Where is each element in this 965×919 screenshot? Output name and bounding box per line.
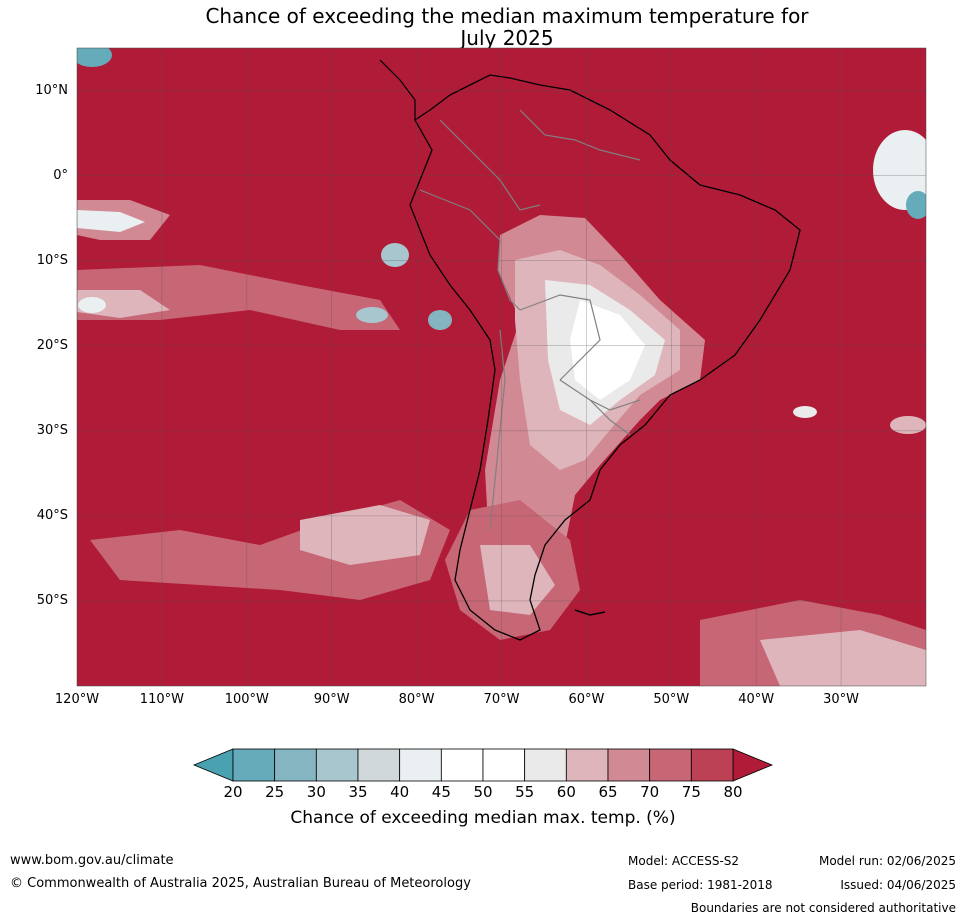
field-band-south-atlantic-inner	[760, 630, 926, 686]
border-bolivia	[519, 294, 601, 381]
colorbar-tick-label: 70	[640, 783, 660, 801]
colorbar-segment	[524, 748, 567, 782]
colorbar-tick-label: 50	[473, 783, 493, 801]
field-spot-pacific	[356, 307, 388, 323]
border-argentina-brazil	[589, 399, 631, 436]
website-link[interactable]: www.bom.gov.au/climate	[10, 853, 174, 868]
longitude-label: 40°W	[738, 692, 775, 707]
field-spot-east-2	[793, 406, 817, 418]
colorbar-segment	[649, 748, 692, 782]
colorbar-tick-label: 40	[390, 783, 410, 801]
latitude-label: 10°N	[35, 82, 68, 98]
border-ecuador	[419, 189, 471, 211]
longitude-label: 110°W	[139, 692, 184, 707]
field-spot-peru-offshore	[428, 310, 452, 330]
field-band-patagonia-inner	[480, 545, 555, 615]
field-band-eq-pacific-inner	[77, 210, 145, 232]
model-run-date: Model run: 02/06/2025	[818, 854, 956, 868]
map-title-line-2: July 2025	[460, 26, 554, 50]
longitude-label: 30°W	[823, 692, 860, 707]
border-colombia	[439, 119, 541, 211]
field-spot-galapagos	[381, 243, 409, 267]
colorbar-tick-label: 60	[556, 783, 576, 801]
boundaries-disclaimer: Boundaries are not considered authoritat…	[690, 901, 956, 915]
base-period: Base period: 1981-2018	[628, 878, 773, 892]
colorbar	[192, 748, 774, 782]
field-band-50	[570, 300, 645, 400]
central-america-coastline	[379, 59, 416, 120]
colorbar-segment	[399, 748, 442, 782]
colorbar-tick-label: 30	[306, 783, 326, 801]
colorbar-segment	[565, 748, 609, 782]
field-spot-ne-core	[906, 191, 926, 219]
latitude-label: 30°S	[36, 422, 68, 438]
colorbar-segment	[440, 748, 484, 782]
field-band-subtropical-pacific	[77, 265, 400, 330]
colorbar-label: Chance of exceeding median max. temp. (%…	[290, 808, 676, 828]
colorbar-tick-label: 35	[348, 783, 368, 801]
latitude-label: 40°S	[36, 507, 68, 523]
field-band-south-pacific-inner	[300, 505, 430, 565]
colorbar-over-arrow	[732, 748, 774, 782]
longitude-label: 120°W	[54, 692, 100, 707]
latitude-label: 10°S	[36, 252, 68, 268]
border-paraguay	[559, 379, 641, 411]
copyright-text: © Commonwealth of Australia 2025, Austra…	[10, 876, 471, 891]
colorbar-tick-label: 80	[723, 783, 743, 801]
field-spot-ne	[873, 130, 926, 210]
colorbar-segment	[607, 748, 651, 782]
colorbar-tick-label: 20	[223, 783, 243, 801]
south-america-coastline	[409, 74, 801, 641]
field-spot-east	[890, 416, 926, 434]
probability-field	[77, 48, 926, 686]
field-spot-nw	[77, 48, 112, 67]
colorbar-segment	[482, 748, 526, 782]
colorbar-segment	[274, 748, 317, 782]
border-peru-brazil	[469, 209, 521, 311]
longitude-label: 50°W	[653, 692, 690, 707]
longitude-label: 90°W	[313, 692, 350, 707]
colorbar-tick-label: 55	[515, 783, 535, 801]
colorbar-segment	[690, 748, 734, 782]
colorbar-tick-label: 25	[265, 783, 285, 801]
colorbar-segment	[232, 748, 276, 782]
latitude-label: 50°S	[36, 592, 68, 608]
map-area	[77, 48, 926, 686]
latitude-label: 0°	[53, 167, 68, 183]
border-chile-argentina	[489, 329, 506, 531]
longitude-label: 100°W	[224, 692, 269, 707]
country-borders	[419, 109, 641, 531]
map-frame	[76, 47, 927, 687]
colorbar-under-arrow	[192, 748, 234, 782]
map-title-line-1: Chance of exceeding the median maximum t…	[205, 4, 809, 28]
falkland-islands	[574, 609, 606, 616]
border-venezuela	[519, 109, 641, 161]
map-graticule	[77, 48, 926, 686]
model-name: Model: ACCESS-S2	[628, 854, 740, 868]
map-title: Chance of exceeding the median maximum t…	[0, 5, 965, 49]
colorbar-segment	[357, 748, 401, 782]
colorbar-tick-label: 45	[431, 783, 451, 801]
field-spot-west	[78, 297, 106, 313]
latitude-label: 20°S	[36, 337, 68, 353]
issued-date: Issued: 04/06/2025	[840, 878, 956, 892]
colorbar-segment	[315, 748, 359, 782]
longitude-label: 70°W	[483, 692, 520, 707]
longitude-label: 80°W	[398, 692, 435, 707]
colorbar-tick-label: 75	[681, 783, 701, 801]
longitude-label: 60°W	[568, 692, 605, 707]
colorbar-tick-label: 65	[598, 783, 618, 801]
